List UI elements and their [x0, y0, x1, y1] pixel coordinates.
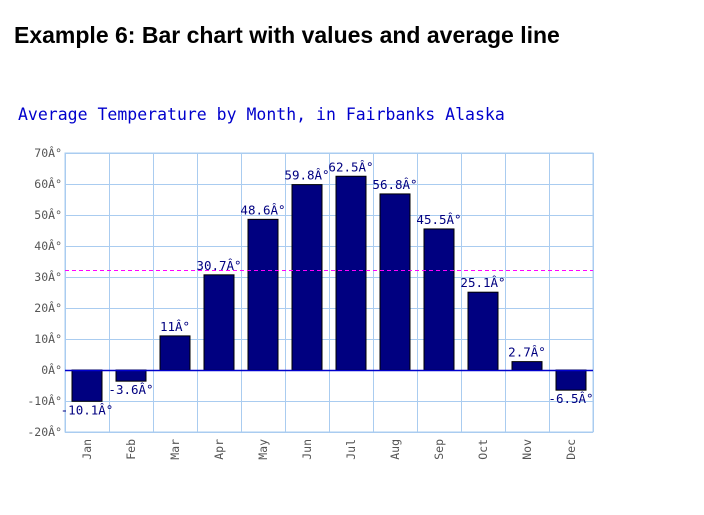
- bar-nov: [511, 361, 543, 371]
- y-tick-label: 60Â°: [34, 176, 62, 191]
- y-tick-label: -20Â°: [27, 424, 62, 439]
- x-tick-label: Nov: [520, 439, 534, 460]
- chart-bars: [71, 175, 587, 402]
- x-axis-labels: Jan Feb Mar Apr May Jun Jul Aug Sep Oct Nov Dec: [80, 439, 578, 460]
- bar-jan: [71, 369, 103, 402]
- value-label: 30.7Â°: [196, 258, 241, 273]
- bar-jun: [291, 184, 323, 371]
- y-axis-labels: 70Â° 60Â° 50Â° 40Â° 30Â° 20Â° 10Â° 0Â° -10Â° -20Â…: [27, 145, 62, 439]
- bar-may: [247, 218, 279, 371]
- x-tick-label: Dec: [564, 439, 578, 460]
- x-tick-label: Aug: [388, 439, 402, 460]
- value-label: 59.8Â°: [284, 168, 329, 183]
- value-label: 25.1Â°: [460, 275, 505, 290]
- x-tick-label: May: [256, 439, 270, 460]
- value-labels: -10.1Â° -3.6Â° 11Â° 30.7Â° 48.6Â° 59.8Â°62.5Â…: [61, 159, 594, 417]
- y-tick-label: -10Â°: [27, 393, 62, 408]
- value-label: -10.1Â°: [61, 402, 114, 417]
- x-tick-label: Feb: [124, 439, 138, 460]
- value-label: 62.5Â°: [328, 159, 373, 174]
- bar-oct: [467, 291, 499, 371]
- bar-apr: [203, 274, 235, 371]
- x-tick-label: Jul: [344, 439, 358, 460]
- x-tick-label: Mar: [168, 439, 182, 460]
- value-label: -6.5Â°: [548, 391, 593, 406]
- bar-jul: [335, 175, 367, 371]
- x-tick-label: Sep: [432, 439, 446, 460]
- y-tick-label: 20Â°: [34, 300, 62, 315]
- page-heading: Example 6: Bar chart with values and ave…: [14, 22, 560, 48]
- chart-grid: [64, 152, 594, 433]
- y-tick-label: 40Â°: [34, 238, 62, 253]
- value-label: 48.6Â°: [240, 202, 285, 217]
- bar-feb: [115, 369, 147, 382]
- value-label: 56.8Â°: [372, 177, 417, 192]
- bar-aug: [379, 193, 411, 371]
- y-tick-label: 30Â°: [34, 269, 62, 284]
- value-label: 2.7Â°: [508, 345, 546, 360]
- x-tick-label: Apr: [212, 439, 226, 460]
- bar-mar: [159, 335, 191, 371]
- value-label: -3.6Â°: [108, 382, 153, 397]
- y-tick-label: 10Â°: [34, 331, 62, 346]
- x-tick-label: Jan: [80, 439, 94, 460]
- bar-dec: [555, 369, 587, 391]
- y-tick-label: 70Â°: [34, 145, 62, 160]
- y-tick-label: 50Â°: [34, 207, 62, 222]
- bar-sep: [423, 228, 455, 371]
- value-label: 11Â°: [160, 319, 190, 334]
- y-tick-label: 0Â°: [41, 362, 62, 377]
- value-label: 45.5Â°: [416, 212, 461, 227]
- x-tick-label: Jun: [300, 439, 314, 460]
- chart-title: Average Temperature by Month, in Fairban…: [18, 105, 505, 124]
- x-tick-label: Oct: [476, 439, 490, 460]
